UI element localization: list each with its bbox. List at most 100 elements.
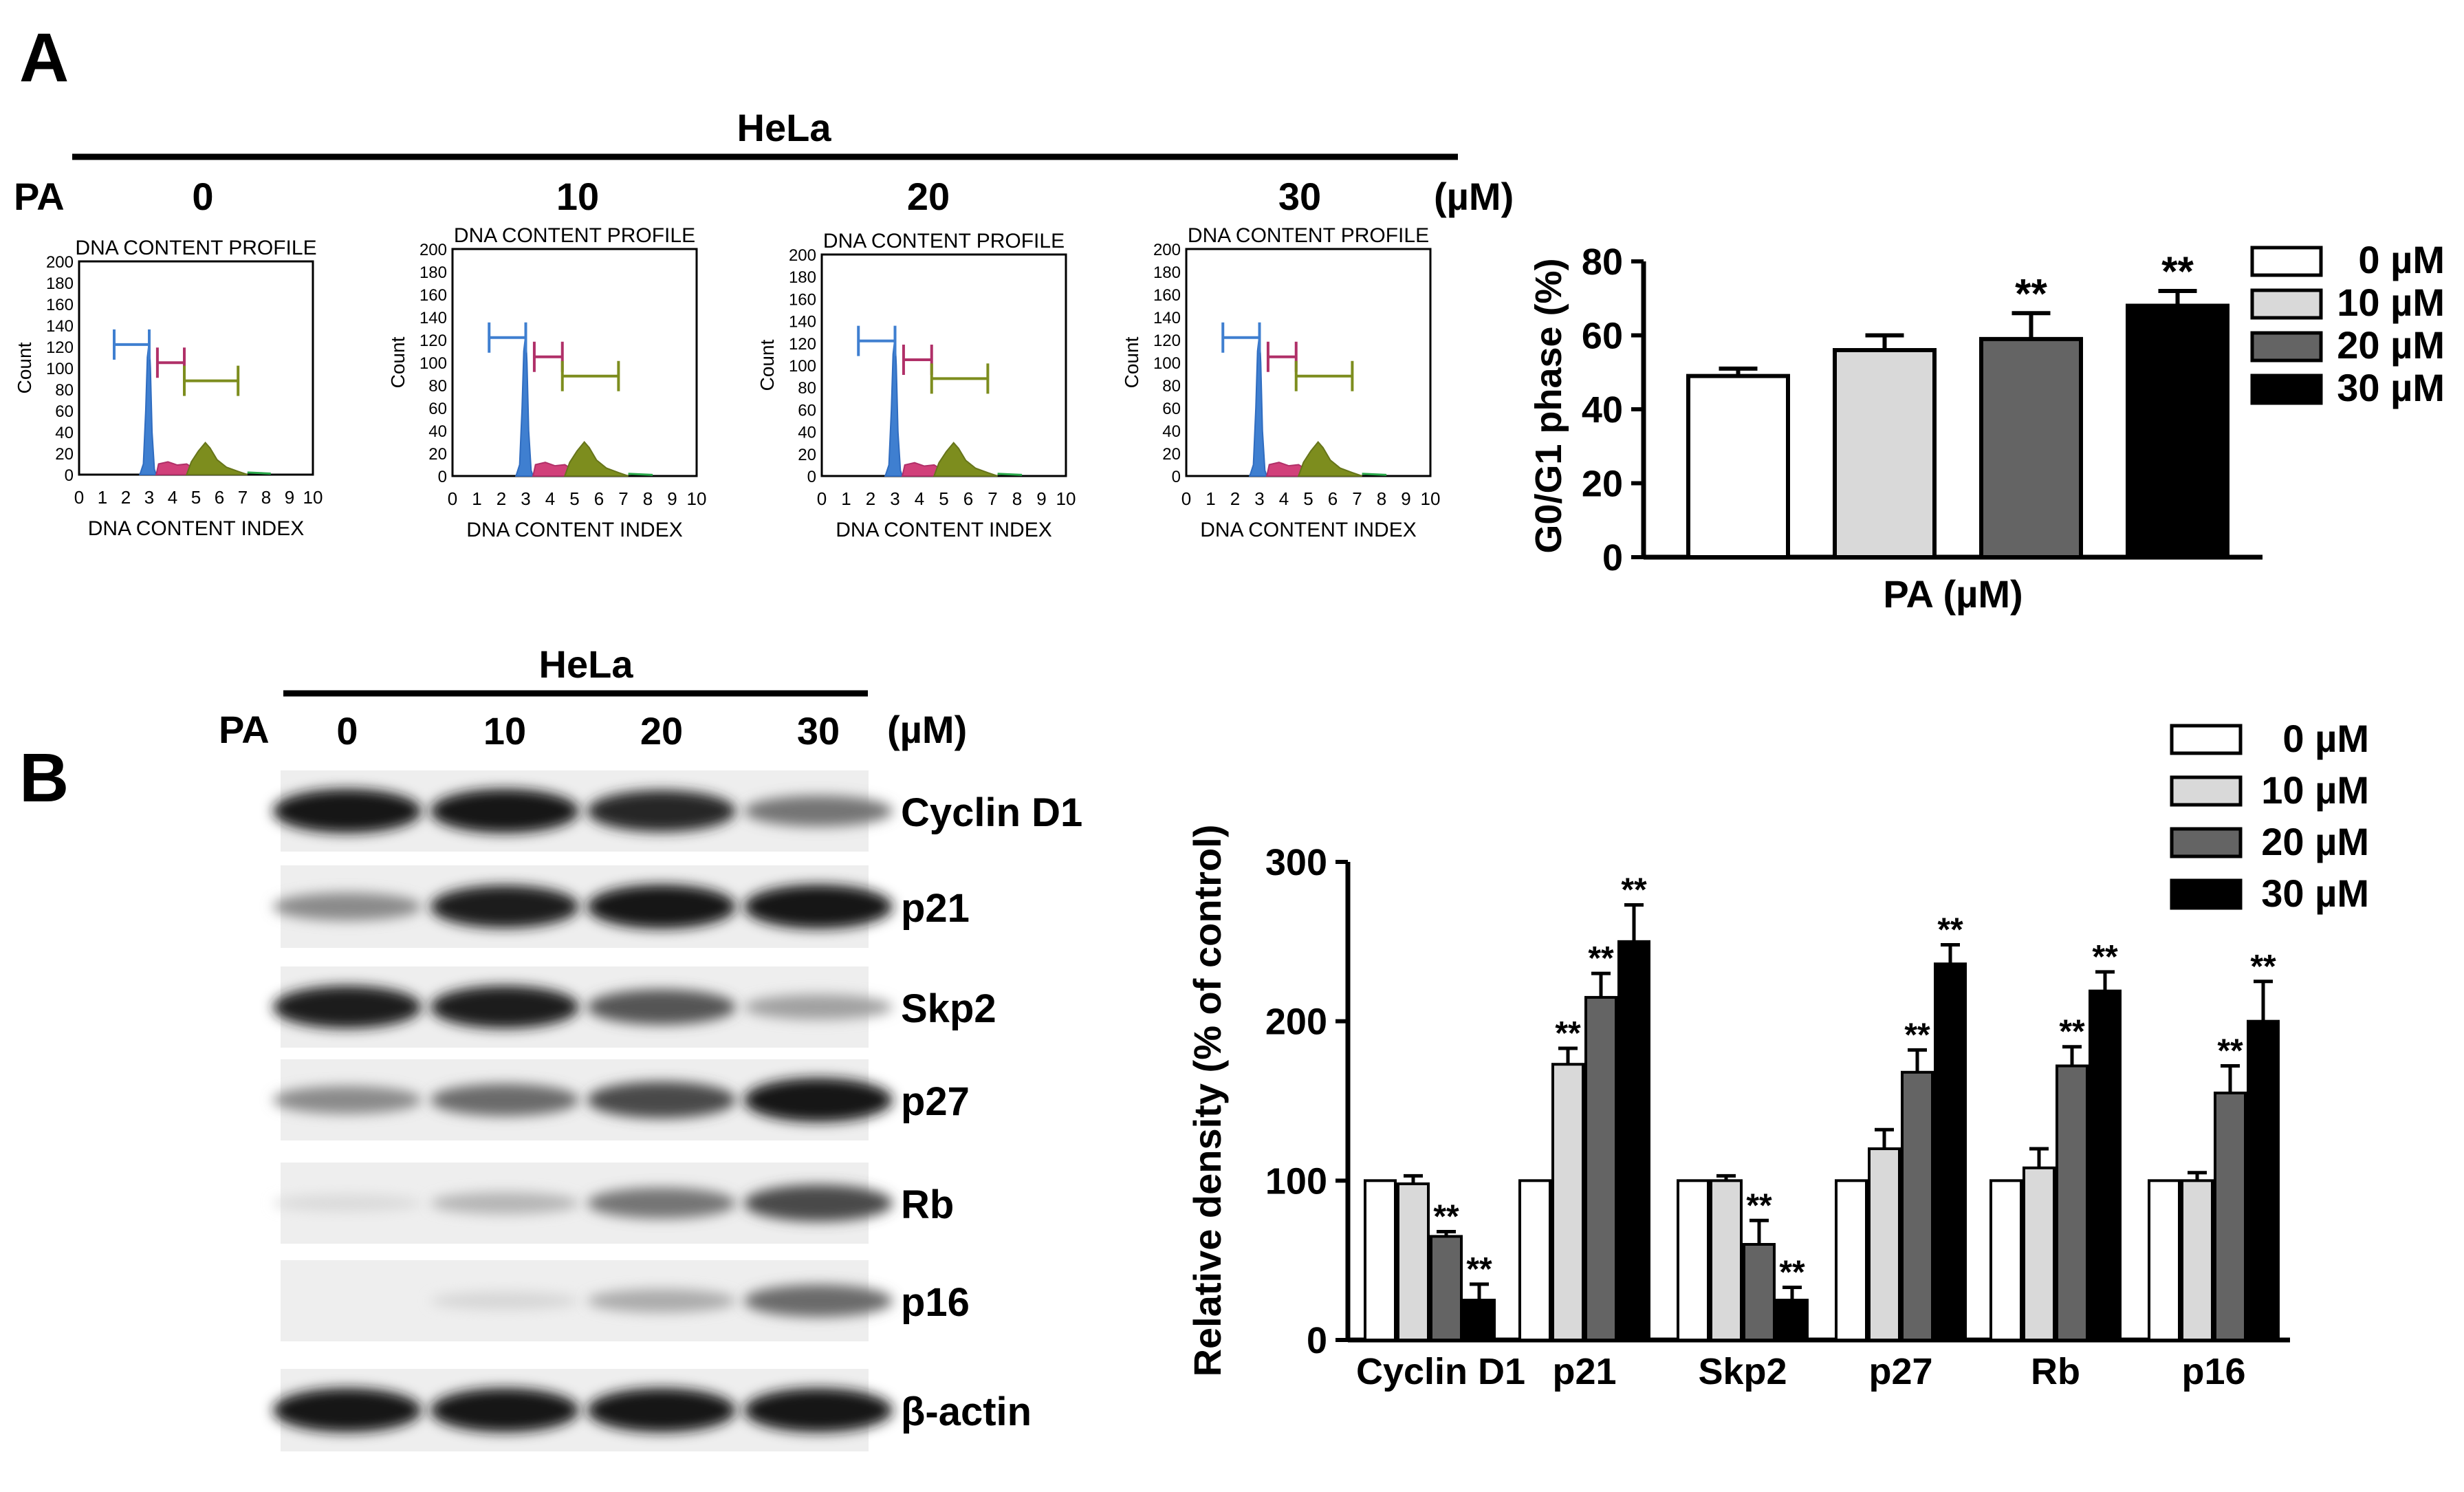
blot-strip: p27	[273, 1059, 970, 1140]
histogram-ytick: 140	[46, 317, 74, 336]
blot-band	[430, 885, 579, 928]
blot-strip: β-actin	[273, 1369, 1032, 1451]
y-tick-label: 100	[1265, 1160, 1327, 1202]
histogram-ytick: 200	[1153, 241, 1181, 259]
significance-marker: **	[2059, 1014, 2085, 1050]
legend-swatch	[2170, 775, 2243, 807]
histogram-ytick: 160	[419, 286, 447, 305]
panel-b: B HeLa PA 0 10 20 30 (µM) Cyclin D1 p21 Skp2 p27 Rb p…	[19, 642, 2369, 1451]
histogram-ytick: 60	[428, 400, 447, 418]
dna-histogram: DNA CONTENT PROFILE DNA CONTENT INDEX Coun…	[387, 224, 706, 541]
subg1-tail	[997, 473, 1023, 476]
bar	[1617, 940, 1650, 1342]
histogram-ytick: 0	[65, 466, 74, 485]
histogram-xtick: 9	[1401, 488, 1410, 509]
histogram-xlabel: DNA CONTENT INDEX	[1200, 519, 1417, 541]
bar	[1901, 1070, 1934, 1342]
blot-band	[744, 885, 893, 929]
blot-band	[744, 1284, 893, 1317]
histogram-xtick: 8	[643, 488, 653, 509]
cell-line-header: HeLa	[737, 106, 832, 149]
histogram-ytick: 20	[798, 446, 816, 464]
histogram-frame	[78, 260, 314, 476]
histogram-ytick: 40	[798, 424, 816, 442]
dose-label: 30	[797, 709, 840, 753]
blot-strip: Skp2	[273, 966, 996, 1048]
significance-marker: **	[2015, 270, 2047, 316]
histogram-title: DNA CONTENT PROFILE	[1188, 224, 1429, 247]
treatment-label: PA	[219, 708, 270, 751]
significance-marker: **	[1746, 1187, 1772, 1224]
significance-marker: **	[1466, 1251, 1492, 1288]
histogram-ytick: 20	[1162, 445, 1181, 464]
histogram-xtick: 7	[238, 487, 248, 508]
bar	[2023, 1166, 2056, 1342]
histogram-ytick: 60	[55, 402, 74, 421]
bar	[1979, 336, 2083, 559]
histogram-ytick: 140	[789, 313, 816, 332]
histogram-xtick: 3	[144, 487, 154, 508]
histogram-ytick: 120	[1153, 332, 1181, 350]
histogram-xtick: 10	[1421, 488, 1441, 509]
histogram-xtick: 2	[866, 488, 875, 509]
histogram-ytick: 20	[55, 445, 74, 464]
significance-marker: **	[1555, 1015, 1581, 1052]
histogram-frame	[451, 248, 698, 477]
blot-band	[587, 885, 736, 929]
histogram-xtick: 4	[915, 488, 924, 509]
blot-band	[430, 986, 579, 1028]
g2-peak	[1297, 440, 1362, 477]
histogram-ytick: 40	[1162, 422, 1181, 441]
histogram-xtick: 5	[191, 487, 201, 508]
bar	[1584, 995, 1617, 1341]
panel-label-b: B	[19, 739, 69, 817]
blot-band	[273, 892, 422, 921]
significance-marker: **	[2217, 1033, 2243, 1070]
histogram-title: DNA CONTENT PROFILE	[823, 230, 1065, 252]
y-tick-label: 0	[1307, 1320, 1327, 1361]
histogram-xtick: 7	[988, 488, 997, 509]
histogram-xtick: 10	[687, 488, 707, 509]
bar	[2214, 1091, 2247, 1341]
legend-label: 0 µM	[2358, 238, 2445, 281]
histogram-xtick: 0	[1181, 488, 1191, 509]
subg1-tail	[247, 471, 271, 475]
relative-density-chart: 0 100 200 300 Relative density (% of control…	[1186, 717, 2369, 1392]
dose-label: 10	[556, 175, 599, 218]
histogram-ytick: 180	[46, 274, 74, 293]
bar	[1835, 1179, 1868, 1342]
histogram-xtick: 5	[1303, 488, 1313, 509]
histogram-xtick: 5	[939, 488, 948, 509]
y-tick-label: 0	[1602, 537, 1623, 579]
dose-label: 20	[907, 175, 950, 218]
category-label: Skp2	[1698, 1351, 1787, 1392]
histogram-ytick: 80	[428, 377, 447, 396]
histogram-xtick: 7	[618, 488, 628, 509]
legend-label: 0 µM	[2282, 717, 2369, 760]
legend-swatch	[2250, 246, 2323, 277]
legend-label: 30 µM	[2337, 366, 2445, 409]
treatment-label: PA	[14, 175, 65, 218]
legend-label: 20 µM	[2337, 323, 2445, 367]
bar	[1364, 1179, 1397, 1342]
bar	[1776, 1299, 1809, 1342]
blot-band	[587, 1388, 736, 1432]
blot-band	[430, 789, 579, 833]
legend-swatch	[2250, 331, 2323, 363]
blot-band	[273, 1388, 422, 1432]
legend-label: 30 µM	[2261, 872, 2369, 915]
blot-band	[587, 790, 736, 832]
histogram-xtick: 6	[215, 487, 224, 508]
panel-label-a: A	[19, 19, 69, 96]
category-label: p16	[2181, 1351, 2245, 1392]
blot-band	[744, 1185, 893, 1222]
histogram-ytick: 160	[46, 296, 74, 314]
blot-band	[273, 789, 422, 833]
blot-band	[430, 1083, 579, 1116]
histogram-ytick: 120	[789, 335, 816, 354]
category-label: Rb	[2031, 1351, 2080, 1392]
histogram-xtick: 1	[1206, 488, 1215, 509]
histogram-ylabel: Count	[756, 339, 778, 391]
histogram-ylabel: Count	[387, 336, 408, 388]
protein-label: p21	[901, 886, 970, 931]
